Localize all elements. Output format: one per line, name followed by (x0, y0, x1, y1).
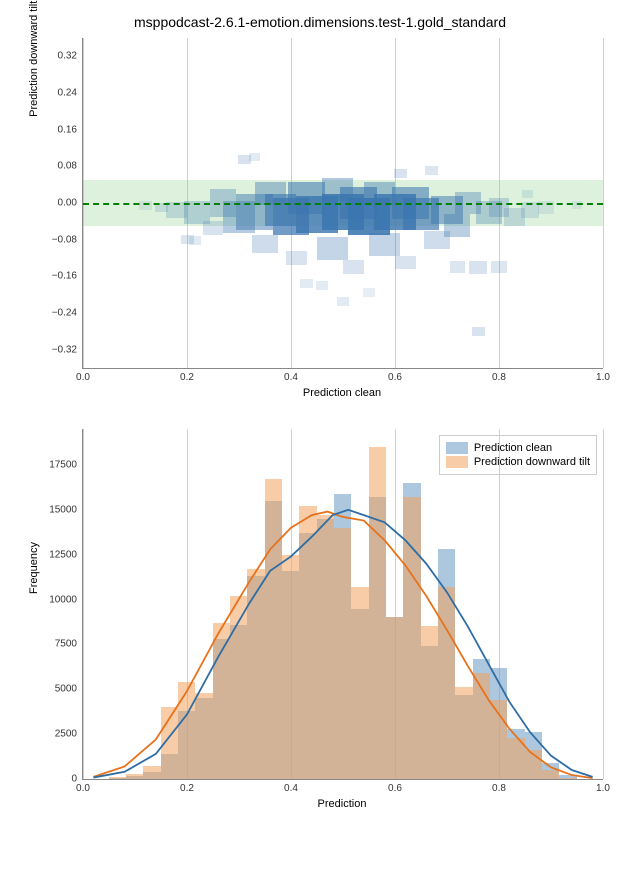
histogram-legend: Prediction clean Prediction downward tilt (439, 435, 597, 475)
legend-label: Prediction clean (474, 442, 552, 454)
panel2-ytick: 12500 (49, 549, 77, 560)
hist-bar (265, 479, 282, 779)
panel1-xtick: 0.4 (284, 372, 298, 383)
panel2-ytick: 10000 (49, 594, 77, 605)
density-cell (425, 166, 438, 175)
panel2-ytick: 2500 (55, 729, 77, 740)
panel2-xtick: 1.0 (596, 783, 610, 794)
panel1-ytick: −0.16 (52, 271, 77, 282)
panel1-ytick: −0.08 (52, 234, 77, 245)
density-cell (252, 235, 278, 253)
density-cell (249, 153, 259, 161)
hist-bar (178, 682, 195, 779)
panel1-plot-area: 0.00.20.40.60.81.0−0.32−0.24−0.16−0.080.… (82, 38, 603, 369)
hist-bar (386, 617, 403, 779)
panel1-ytick: 0.32 (58, 51, 77, 62)
panel2-xtick: 0.6 (388, 783, 402, 794)
panel1-ytick: −0.24 (52, 308, 77, 319)
hist-bar (126, 774, 143, 779)
hist-bar (421, 626, 438, 779)
panel1-ytick: −0.32 (52, 344, 77, 355)
panel1-xtick: 0.6 (388, 372, 402, 383)
panel1-xtick: 0.2 (180, 372, 194, 383)
panel2-ytick: 7500 (55, 639, 77, 650)
density-cell (300, 279, 313, 288)
panel2-ytick: 0 (71, 774, 77, 785)
panel2-ytick: 15000 (49, 504, 77, 515)
hist-bar (230, 596, 247, 779)
hist-bar (247, 569, 264, 779)
figure: msppodcast-2.6.1-emotion.dimensions.test… (10, 14, 630, 810)
hist-bar (299, 506, 316, 779)
density-cell (369, 233, 400, 256)
hist-bar (369, 447, 386, 779)
panel1-ytick: 0.00 (58, 198, 77, 209)
density-cell (444, 214, 470, 237)
panel2-ylabel: Frequency (28, 542, 40, 594)
panel2-xtick: 0.8 (492, 783, 506, 794)
density-cell (469, 261, 487, 274)
legend-item: Prediction downward tilt (446, 456, 590, 468)
panel1-xtick: 0.8 (492, 372, 506, 383)
panel2-plot-area: Prediction clean Prediction downward tilt… (82, 429, 603, 780)
panel1-xlabel: Prediction clean (82, 387, 602, 399)
panel2-xtick: 0.2 (180, 783, 194, 794)
scatter-panel: Prediction downward tilt - Prediction cl… (82, 38, 602, 399)
hist-bar (317, 515, 334, 779)
hist-bar (109, 777, 126, 779)
hist-bar (455, 687, 472, 779)
hist-bar (161, 707, 178, 779)
zero-line (83, 203, 603, 205)
hist-bar (334, 528, 351, 779)
panel1-xtick: 1.0 (596, 372, 610, 383)
density-cell (337, 297, 348, 305)
density-cell (395, 256, 416, 270)
hist-bar (438, 587, 455, 779)
panel2-xtick: 0.4 (284, 783, 298, 794)
hist-bar (351, 587, 368, 779)
hist-bar (403, 497, 420, 779)
panel1-ylabel: Prediction downward tilt - Prediction cl… (28, 0, 40, 116)
hist-bar (213, 623, 230, 779)
density-cell (189, 236, 200, 244)
hist-bar (542, 770, 559, 779)
panel1-ytick: 0.24 (58, 88, 77, 99)
legend-swatch (446, 442, 468, 454)
hist-bar (507, 738, 524, 779)
hist-bar (525, 750, 542, 779)
histogram-panel: Frequency Prediction cleanPrediction dow… (82, 429, 602, 810)
legend-swatch (446, 456, 468, 468)
panel2-xlabel: Prediction (82, 798, 602, 810)
panel1-ytick: 0.16 (58, 124, 77, 135)
density-cell (203, 221, 224, 235)
hist-bar (473, 673, 490, 779)
panel1-ytick: 0.08 (58, 161, 77, 172)
panel2-ytick: 5000 (55, 684, 77, 695)
hist-bar (195, 693, 212, 779)
panel2-xtick: 0.0 (76, 783, 90, 794)
hist-bar (490, 700, 507, 779)
panel1-xtick: 0.0 (76, 372, 90, 383)
density-cell (522, 190, 533, 198)
density-cell (317, 237, 348, 260)
density-cell (363, 288, 374, 296)
hist-bar (282, 555, 299, 779)
density-cell (394, 169, 407, 178)
legend-label: Prediction downward tilt (474, 456, 590, 468)
density-cell (316, 281, 327, 289)
density-cell (491, 261, 507, 272)
hist-bar (559, 778, 576, 779)
figure-title: msppodcast-2.6.1-emotion.dimensions.test… (10, 14, 630, 30)
panel2-ytick: 17500 (49, 459, 77, 470)
density-cell (450, 261, 466, 272)
density-cell (343, 260, 364, 274)
hist-bar (143, 766, 160, 779)
legend-item: Prediction clean (446, 442, 590, 454)
density-cell (286, 251, 307, 265)
density-cell (472, 327, 485, 336)
